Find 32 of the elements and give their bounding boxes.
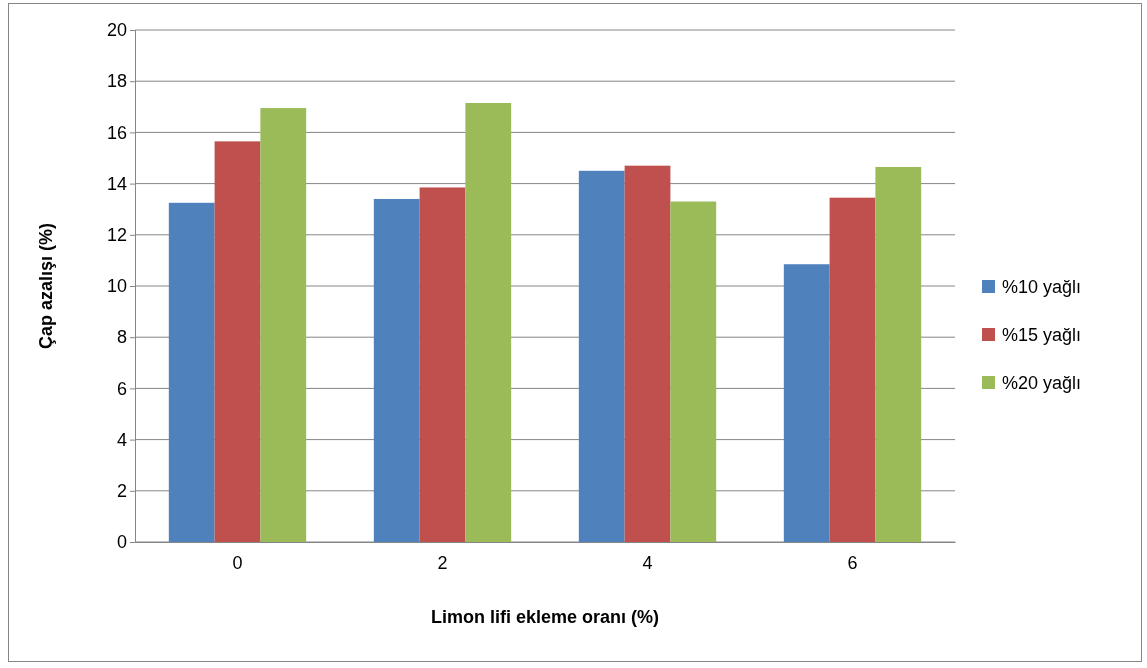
bar (214, 141, 261, 542)
bar (260, 108, 307, 542)
bar (419, 187, 466, 542)
y-tick-label: 0 (116, 532, 127, 553)
y-tick-label: 2 (116, 481, 127, 502)
x-axis-title: Limon lifi ekleme oranı (%) (430, 607, 660, 627)
bar (578, 170, 625, 542)
x-tick-label: 0 (232, 552, 243, 573)
x-tick-label: 4 (642, 552, 653, 573)
y-tick-label: 8 (116, 327, 127, 348)
legend-label: %10 yağlı (1002, 277, 1082, 297)
bar (373, 198, 420, 542)
x-tick-label: 6 (847, 552, 858, 573)
y-tick-label: 14 (106, 173, 127, 194)
bar (624, 165, 671, 542)
bar (168, 202, 215, 542)
bar (465, 102, 512, 542)
y-tick-label: 6 (116, 378, 127, 399)
bar (783, 264, 830, 542)
y-tick-label: 12 (106, 225, 127, 246)
y-axis-title: Çap azalışı (%) (36, 222, 56, 350)
legend-label: %20 yağlı (1002, 373, 1082, 393)
bar (829, 197, 876, 542)
y-tick-label: 16 (106, 122, 127, 143)
y-tick-label: 10 (106, 276, 127, 297)
bar (875, 166, 922, 542)
legend-label: %15 yağlı (1002, 325, 1082, 345)
bar (670, 201, 717, 542)
y-tick-label: 18 (106, 71, 127, 92)
x-tick-label: 2 (437, 552, 448, 573)
y-tick-label: 20 (106, 20, 127, 41)
y-tick-label: 4 (116, 429, 127, 450)
